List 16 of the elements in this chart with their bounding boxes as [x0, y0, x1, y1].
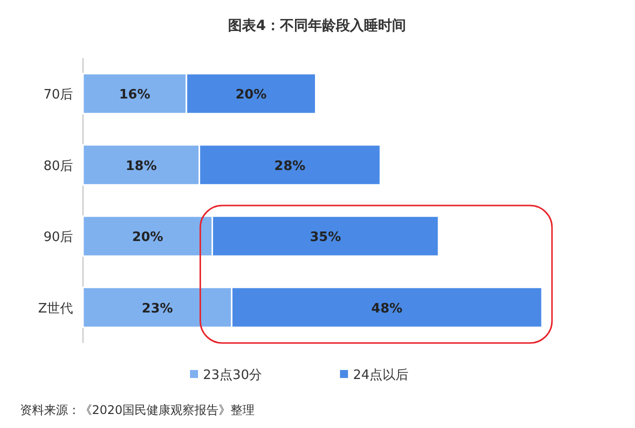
data-label: 18% — [126, 158, 157, 174]
legend-label: 23点30分 — [203, 368, 262, 383]
chart-title: 图表4：不同年龄段入睡时间 — [228, 18, 406, 34]
data-label: 23% — [142, 301, 173, 316]
data-label: 28% — [274, 158, 306, 174]
data-label: 48% — [371, 301, 402, 316]
data-label: 35% — [310, 230, 341, 246]
y-tick-label: 80后 — [43, 158, 73, 174]
legend-label: 24点以后 — [353, 368, 409, 383]
y-tick-label: Z世代 — [38, 301, 73, 316]
data-label: 20% — [132, 230, 164, 246]
text: 资料来源：《2020国民健康观察报告》整理 — [20, 403, 255, 417]
data-label: 20% — [236, 88, 267, 103]
y-tick-label: 70后 — [43, 88, 73, 103]
y-tick-label: 90后 — [43, 230, 73, 246]
data-label: 16% — [119, 88, 150, 103]
